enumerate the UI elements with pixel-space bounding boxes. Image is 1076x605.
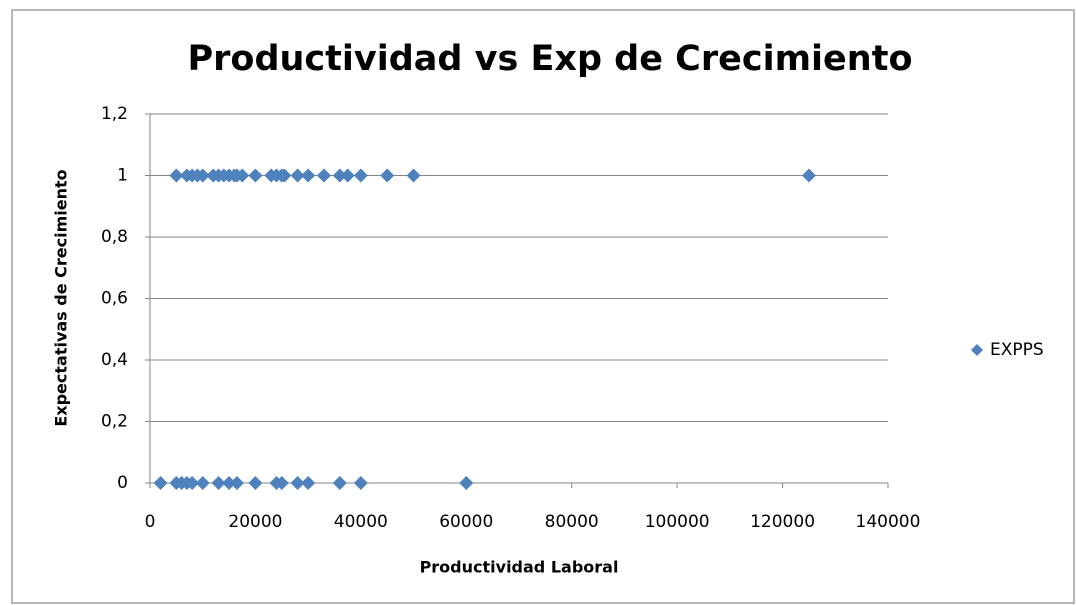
- x-tick-label: 20000: [228, 512, 282, 532]
- y-tick-label: 0,6: [101, 289, 128, 309]
- x-tick-label: 40000: [334, 512, 388, 532]
- point: [290, 168, 305, 183]
- point: [459, 476, 474, 490]
- point: [235, 168, 250, 183]
- y-axis-title: Expectativas de Crecimiento: [52, 169, 71, 426]
- point: [211, 476, 226, 490]
- x-axis-title: Productividad Laboral: [420, 558, 619, 577]
- x-tick-label: 120000: [750, 512, 815, 532]
- point: [301, 476, 316, 490]
- point: [332, 476, 347, 490]
- point: [301, 168, 316, 183]
- point: [801, 168, 816, 183]
- point: [353, 168, 368, 183]
- point: [229, 476, 244, 490]
- point: [406, 168, 421, 183]
- x-tick-label: 80000: [545, 512, 599, 532]
- point: [353, 476, 368, 490]
- point: [332, 168, 347, 183]
- x-tick-label: 60000: [439, 512, 493, 532]
- y-tick-label: 0,2: [101, 412, 128, 432]
- y-tick-label: 0,8: [101, 227, 128, 247]
- point: [316, 168, 331, 183]
- chart-title: Productividad vs Exp de Crecimiento: [188, 39, 913, 79]
- point: [248, 476, 263, 490]
- point: [340, 168, 355, 183]
- point: [195, 168, 210, 183]
- y-tick-label: 0: [117, 473, 128, 493]
- x-tick-label: 100000: [645, 512, 710, 532]
- x-tick-label: 0: [145, 512, 156, 532]
- legend-label: EXPPS: [990, 340, 1044, 360]
- point: [277, 168, 292, 183]
- point: [248, 168, 263, 183]
- point: [290, 476, 305, 490]
- point: [153, 476, 168, 490]
- legend-marker: [971, 344, 983, 356]
- point: [222, 476, 237, 490]
- point: [185, 476, 200, 490]
- y-tick-label: 1: [117, 166, 128, 186]
- point: [380, 168, 395, 183]
- y-tick-label: 0,4: [101, 350, 128, 370]
- point: [195, 476, 210, 490]
- chart-frame: [11, 9, 1075, 604]
- y-tick-label: 1,2: [101, 104, 128, 124]
- point: [169, 168, 184, 183]
- point: [274, 476, 289, 490]
- x-tick-label: 140000: [856, 512, 921, 532]
